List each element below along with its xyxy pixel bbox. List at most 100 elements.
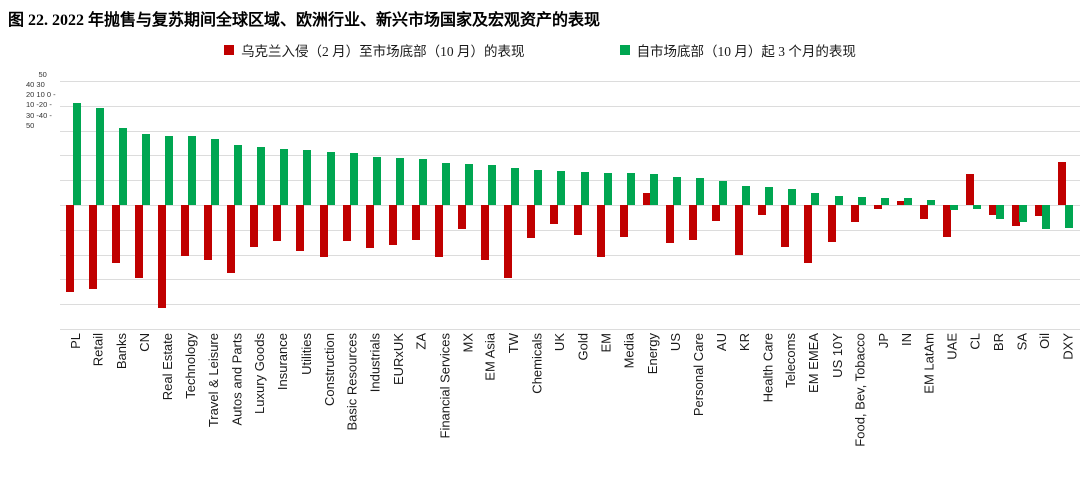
x-axis-label: UAE [945,333,960,360]
bar-recovery [996,205,1005,220]
bar-recovery [672,177,681,205]
bar-recovery [465,164,474,205]
gridline-30 [60,130,1080,132]
bar-selloff [411,205,420,240]
bar-selloff [134,205,143,279]
bar-selloff [573,205,582,235]
bar-selloff [365,205,374,249]
bar-recovery [442,162,450,205]
x-axis-label: Utilities [298,333,314,375]
bar-recovery [188,135,196,205]
bar-selloff [481,205,490,260]
gridline--40 [60,304,1080,306]
x-axis-label: Telecoms [783,333,799,388]
bar-recovery [1065,205,1074,229]
bar-recovery [164,135,173,205]
bar-selloff [204,205,213,260]
x-axis-label: Travel & Leisure [206,333,222,428]
bar-selloff [596,205,605,258]
x-axis-label: Retail [90,333,106,367]
bar-recovery [811,193,820,205]
legend-swatch-red [224,45,235,55]
bar-selloff [250,205,259,248]
x-axis-label: DXY [1060,333,1076,360]
x-axis-label: UK [552,333,568,352]
bar-selloff [665,205,674,244]
bar-selloff [804,205,813,264]
x-axis-label: AU [714,333,730,352]
x-axis-label: Energy [644,333,660,375]
bar-selloff [65,205,74,292]
gridline-0 [60,205,1080,206]
bar-recovery [603,172,612,205]
bar-recovery [696,178,704,205]
bar-selloff [896,201,905,205]
bar-recovery [950,205,958,210]
bar-recovery [95,108,104,205]
x-axis-label: Oil [1037,333,1053,349]
bar-recovery [765,187,774,205]
x-axis-label: SA [1014,333,1030,351]
bar-recovery [211,139,220,205]
legend-label-recovery: 自市场底部（10 月）起 3 个月的表现 [636,44,856,59]
bar-recovery [372,156,381,205]
x-axis-label: US [667,333,683,352]
x-axis-label: Banks [113,333,129,370]
x-axis-label: EM [598,333,614,353]
gridline--30 [60,279,1080,281]
bar-selloff [850,205,859,223]
bar-recovery [511,167,520,205]
x-axis-label: Industrials [367,333,383,393]
bar-recovery [280,149,289,205]
bar-selloff [735,205,744,255]
x-axis-label: IN [898,333,914,346]
bar-selloff [873,205,882,209]
x-axis-label: PL [67,333,83,349]
gridline--10 [60,229,1080,231]
bar-selloff [781,205,790,248]
x-axis-label: CN [136,333,152,352]
bar-selloff [1012,205,1021,227]
bar-selloff [319,205,328,258]
bar-recovery [903,198,912,205]
bar-recovery [580,171,589,205]
x-axis-label: CL [968,333,984,350]
bar-recovery [257,146,266,205]
bar-selloff [689,205,697,240]
bar-recovery [418,159,427,205]
x-axis-label: ZA [413,333,429,350]
bar-recovery [926,200,935,205]
x-axis-label: Gold [575,333,591,361]
bar-recovery [557,170,566,205]
x-axis-label: EURxUK [390,333,406,386]
bar-recovery [834,195,843,205]
x-axis-label: TW [506,333,522,354]
bar-selloff [1058,161,1067,205]
bar-recovery [649,174,658,205]
bar-selloff [181,205,189,256]
bar-selloff [943,205,951,238]
x-axis-label: EM Asia [483,333,499,381]
bar-selloff [827,205,836,243]
legend: 乌克兰入侵（2 月）至市场底部（10 月）的表现 自市场底部（10 月）起 3 … [0,40,1080,60]
x-axis-label: Construction [321,333,337,406]
bar-selloff [342,205,351,241]
bar-selloff [458,205,467,229]
legend-swatch-green [619,45,630,55]
bar-selloff [296,205,305,251]
bar-recovery [857,197,866,205]
bar-recovery [1019,205,1028,223]
bar-selloff [758,205,767,215]
legend-item-recovery: 自市场底部（10 月）起 3 个月的表现 [619,40,856,60]
chart-title: 图 22. 2022 年抛售与复苏期间全球区域、欧洲行业、新兴市场国家及宏观资产… [8,12,601,29]
bar-recovery [788,188,797,205]
x-axis-label: KR [737,333,753,352]
x-axis-label: Health Care [760,333,776,403]
bar-selloff [619,205,628,238]
bar-selloff [435,205,443,258]
bar-recovery [326,151,335,205]
bar-recovery [303,150,312,205]
x-axis-label: JP [875,333,891,349]
x-axis-label: Autos and Parts [229,333,245,426]
x-axis-label: Chemicals [529,333,545,394]
